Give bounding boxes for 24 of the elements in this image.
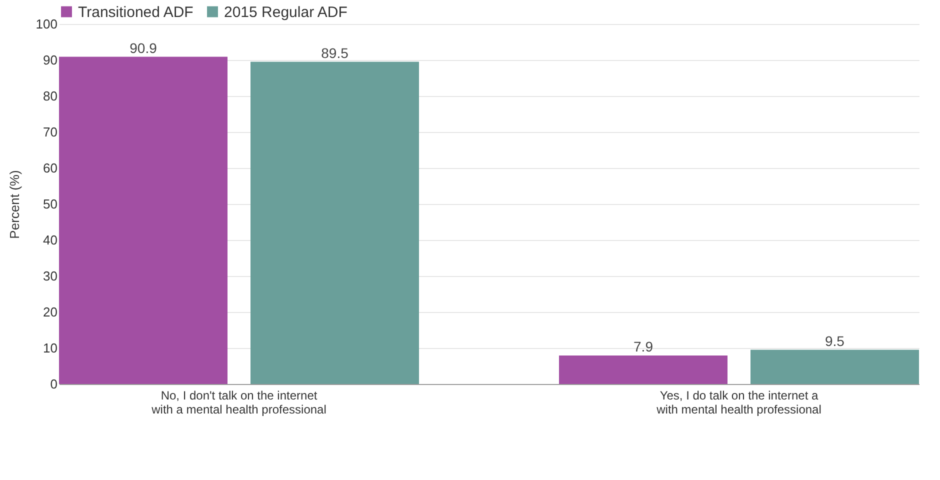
bar	[250, 62, 419, 384]
y-tick-label: 50	[43, 196, 58, 212]
bar	[750, 350, 919, 384]
data-label: 9.5	[825, 332, 845, 349]
x-tick-label: Yes, I do talk on the internet a with mental health professional	[656, 388, 822, 416]
x-tick-label: No, I don't talk on the internet with a mental health professional	[150, 388, 326, 416]
y-tick-label: 30	[43, 268, 58, 284]
y-tick-label: 80	[43, 88, 58, 104]
bar	[559, 356, 728, 384]
y-tick-label: 40	[43, 232, 58, 248]
y-axis-title: Percent (%)	[6, 170, 22, 239]
y-tick-label: 60	[43, 160, 58, 176]
bar	[59, 56, 228, 384]
y-tick-label: 0	[50, 376, 58, 392]
y-tick-label: 100	[36, 16, 58, 32]
data-label: 90.9	[130, 40, 158, 56]
data-label: 89.5	[321, 44, 349, 61]
legend-label: Transitioned ADF	[78, 4, 194, 21]
data-label: 7.9	[634, 338, 654, 355]
y-tick-label: 70	[43, 124, 58, 140]
y-tick-label: 90	[43, 52, 58, 68]
y-tick-label: 20	[43, 304, 58, 320]
y-tick-label: 10	[43, 340, 58, 356]
legend-label: 2015 Regular ADF	[224, 4, 348, 21]
